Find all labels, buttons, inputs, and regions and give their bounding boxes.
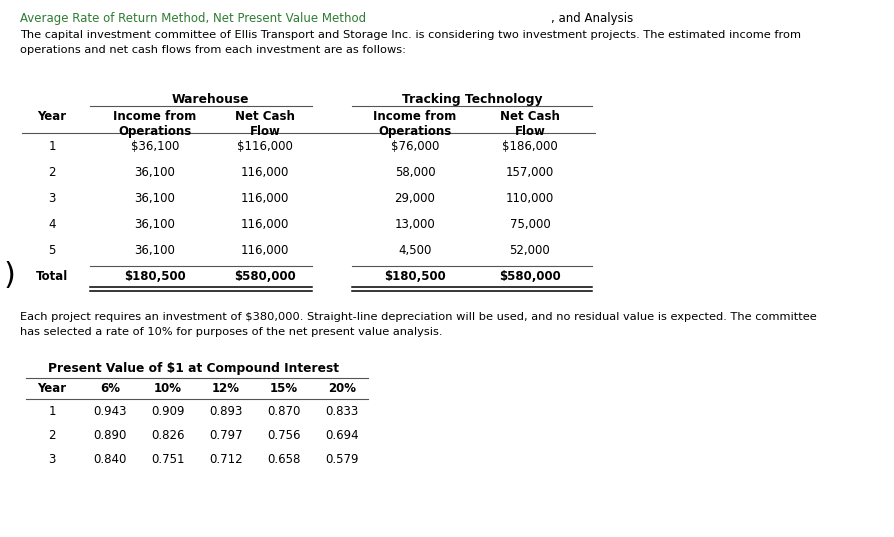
Text: $180,500: $180,500 <box>384 270 446 283</box>
Text: Average Rate of Return Method, Net Present Value Method: Average Rate of Return Method, Net Prese… <box>20 12 366 25</box>
Text: $580,000: $580,000 <box>499 270 561 283</box>
Text: 4,500: 4,500 <box>399 244 432 257</box>
Text: 0.893: 0.893 <box>209 405 242 418</box>
Text: 0.751: 0.751 <box>151 453 185 466</box>
Text: Tracking Technology: Tracking Technology <box>402 93 543 106</box>
Text: 116,000: 116,000 <box>240 244 289 257</box>
Text: 116,000: 116,000 <box>240 218 289 231</box>
Text: ): ) <box>4 260 15 289</box>
Text: 58,000: 58,000 <box>394 166 435 179</box>
Text: 0.890: 0.890 <box>93 429 127 442</box>
Text: 36,100: 36,100 <box>135 166 175 179</box>
Text: 36,100: 36,100 <box>135 218 175 231</box>
Text: 0.870: 0.870 <box>267 405 300 418</box>
Text: Net Cash
Flow: Net Cash Flow <box>235 110 295 138</box>
Text: 0.658: 0.658 <box>267 453 300 466</box>
Text: 20%: 20% <box>328 382 356 395</box>
Text: Warehouse: Warehouse <box>172 93 249 106</box>
Text: 2: 2 <box>48 166 55 179</box>
Text: 1: 1 <box>48 140 55 153</box>
Text: Total: Total <box>36 270 68 283</box>
Text: 5: 5 <box>48 244 55 257</box>
Text: 3: 3 <box>48 453 55 466</box>
Text: 10%: 10% <box>154 382 182 395</box>
Text: Year: Year <box>38 110 66 123</box>
Text: 116,000: 116,000 <box>240 166 289 179</box>
Text: 2: 2 <box>48 429 55 442</box>
Text: 15%: 15% <box>270 382 298 395</box>
Text: Income from
Operations: Income from Operations <box>374 110 457 138</box>
Text: 0.712: 0.712 <box>209 453 243 466</box>
Text: 13,000: 13,000 <box>394 218 435 231</box>
Text: Net Cash
Flow: Net Cash Flow <box>500 110 560 138</box>
Text: 4: 4 <box>48 218 55 231</box>
Text: 0.909: 0.909 <box>151 405 185 418</box>
Text: 110,000: 110,000 <box>506 192 554 205</box>
Text: 12%: 12% <box>212 382 240 395</box>
Text: 29,000: 29,000 <box>394 192 435 205</box>
Text: $116,000: $116,000 <box>237 140 293 153</box>
Text: Present Value of $1 at Compound Interest: Present Value of $1 at Compound Interest <box>48 362 340 375</box>
Text: $36,100: $36,100 <box>131 140 179 153</box>
Text: 157,000: 157,000 <box>506 166 554 179</box>
Text: 0.826: 0.826 <box>151 429 185 442</box>
Text: 75,000: 75,000 <box>510 218 551 231</box>
Text: 0.694: 0.694 <box>325 429 358 442</box>
Text: 36,100: 36,100 <box>135 244 175 257</box>
Text: , and Analysis: , and Analysis <box>551 12 633 25</box>
Text: 0.840: 0.840 <box>93 453 127 466</box>
Text: 0.579: 0.579 <box>325 453 358 466</box>
Text: Year: Year <box>38 382 66 395</box>
Text: $180,500: $180,500 <box>124 270 186 283</box>
Text: 36,100: 36,100 <box>135 192 175 205</box>
Text: $580,000: $580,000 <box>234 270 296 283</box>
Text: $186,000: $186,000 <box>502 140 558 153</box>
Text: 3: 3 <box>48 192 55 205</box>
Text: Income from
Operations: Income from Operations <box>114 110 197 138</box>
Text: $76,000: $76,000 <box>391 140 439 153</box>
Text: 52,000: 52,000 <box>510 244 551 257</box>
Text: 6%: 6% <box>100 382 120 395</box>
Text: 116,000: 116,000 <box>240 192 289 205</box>
Text: 0.756: 0.756 <box>267 429 300 442</box>
Text: Each project requires an investment of $380,000. Straight-line depreciation will: Each project requires an investment of $… <box>20 312 816 337</box>
Text: The capital investment committee of Ellis Transport and Storage Inc. is consider: The capital investment committee of Elli… <box>20 30 801 55</box>
Text: 0.943: 0.943 <box>93 405 127 418</box>
Text: 0.797: 0.797 <box>209 429 243 442</box>
Text: 0.833: 0.833 <box>325 405 358 418</box>
Text: 1: 1 <box>48 405 55 418</box>
